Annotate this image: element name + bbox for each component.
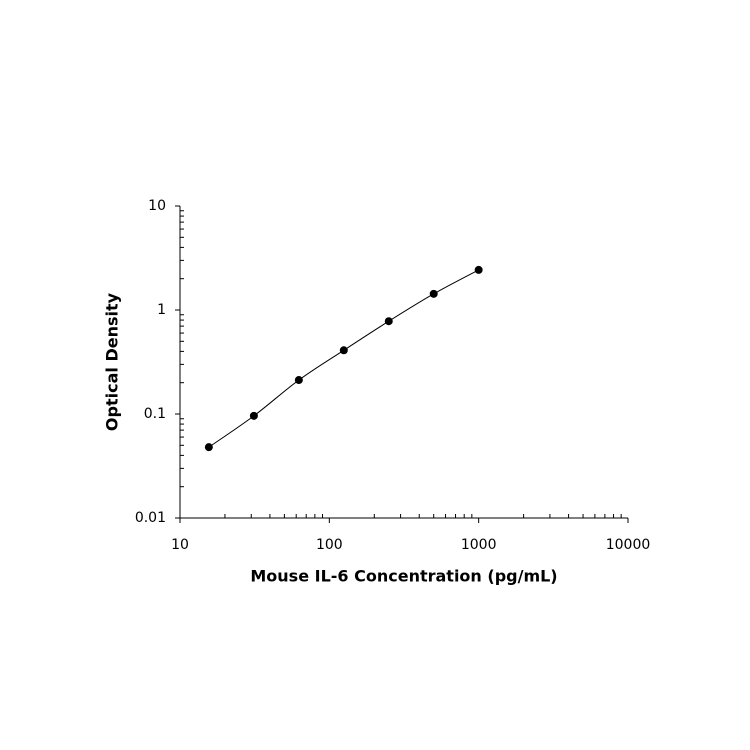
y-tick-label: 0.01 <box>135 510 166 526</box>
data-point <box>204 443 213 452</box>
data-point <box>474 265 483 274</box>
data-point <box>384 317 393 326</box>
y-axis-title: Optical Density <box>103 292 122 431</box>
data-point <box>429 289 438 298</box>
x-tick-label: 100 <box>316 537 343 553</box>
data-point <box>249 411 258 420</box>
x-tick-label: 10000 <box>606 537 651 553</box>
y-tick-label: 1 <box>157 302 166 318</box>
x-tick-label: 10 <box>171 537 189 553</box>
x-tick-label: 1000 <box>461 537 497 553</box>
y-tick-label: 10 <box>148 198 166 214</box>
data-point <box>339 346 348 355</box>
data-point <box>294 376 303 385</box>
y-tick-label: 0.1 <box>144 406 166 422</box>
x-axis-title: Mouse IL-6 Concentration (pg/mL) <box>250 567 557 586</box>
